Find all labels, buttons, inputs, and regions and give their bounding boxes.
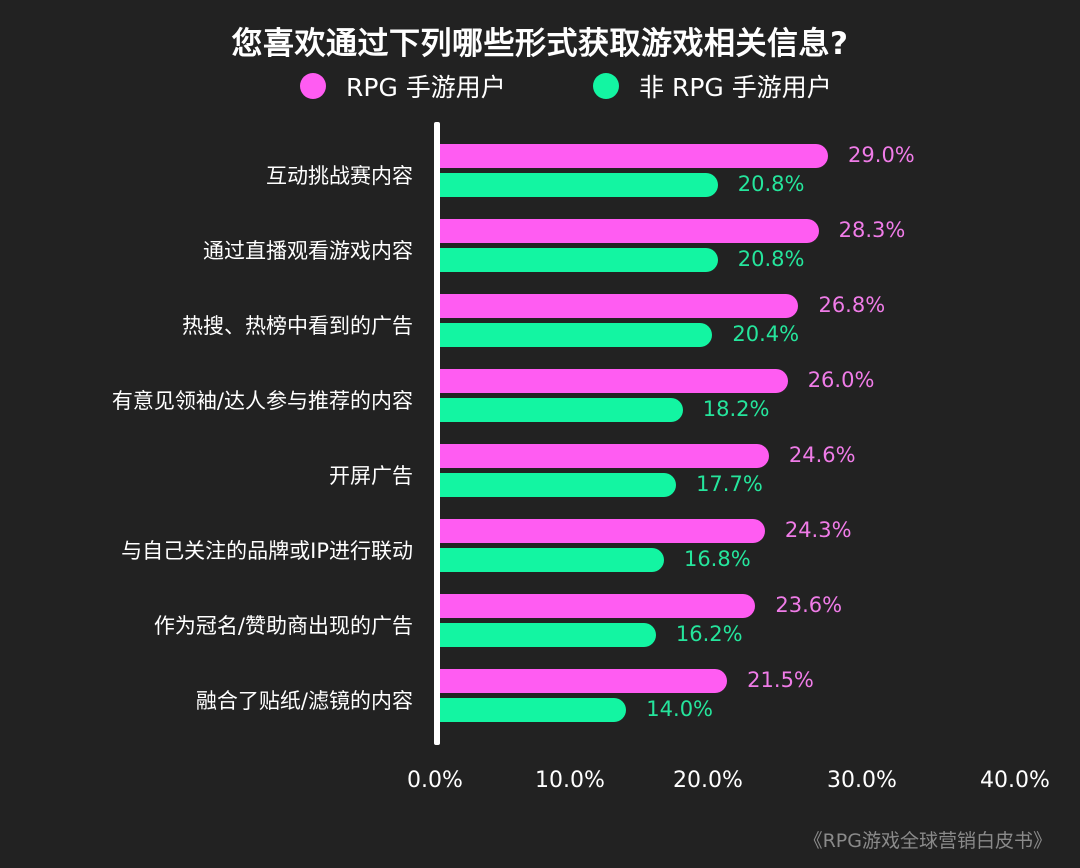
value-label-rpg: 24.6% [788,443,856,467]
bar-row: 作为冠名/赞助商出现的广告 23.6% 16.2% [0,593,1080,654]
category-label: 开屏广告 [329,464,413,488]
value-label-non-rpg: 20.4% [732,322,800,346]
value-label-rpg: 21.5% [747,668,814,692]
value-label-non-rpg: 17.7% [696,472,763,496]
value-label-non-rpg: 18.2% [702,397,770,421]
chart-title: 您喜欢通过下列哪些形式获取游戏相关信息? [231,26,849,62]
legend-dot-rpg-icon [300,73,326,99]
value-label-rpg: 26.0% [807,368,875,392]
legend-item-rpg: RPG 手游用户 [300,68,506,104]
bar-non-rpg [438,323,713,347]
legend-label-non-rpg: 非 RPG 手游用户 [639,73,832,102]
bar-non-rpg [438,623,656,647]
bar-row: 热搜、热榜中看到的广告 26.8% 20.4% [0,293,1080,354]
bar-non-rpg [438,548,664,572]
category-label: 热搜、热榜中看到的广告 [182,314,413,338]
value-label-non-rpg: 16.2% [675,622,743,646]
x-tick-label: 0.0% [407,768,463,793]
category-label: 互动挑战赛内容 [266,164,413,188]
category-label: 有意见领袖/达人参与推荐的内容 [111,389,413,413]
category-label: 与自己关注的品牌或IP进行联动 [121,539,413,563]
bar-row: 有意见领袖/达人参与推荐的内容 26.0% 18.2% [0,368,1080,429]
bar-non-rpg [438,173,718,197]
bar-non-rpg [438,698,627,722]
bar-rpg [438,369,788,393]
value-label-rpg: 28.3% [838,218,906,242]
bar-row: 互动挑战赛内容 29.0% 20.8% [0,143,1080,204]
bar-rpg [438,519,765,543]
legend-dot-non-rpg-icon [593,73,619,99]
bar-rpg [438,144,829,168]
legend-item-non-rpg: 非 RPG 手游用户 [593,68,832,104]
bar-row: 与自己关注的品牌或IP进行联动 24.3% 16.8% [0,518,1080,579]
value-label-non-rpg: 20.8% [737,172,805,196]
bar-rpg [438,669,728,693]
value-label-non-rpg: 16.8% [683,547,751,571]
bar-rpg [438,294,799,318]
bar-non-rpg [438,473,677,497]
x-tick-label: 30.0% [827,768,897,793]
bar-non-rpg [438,248,718,272]
category-label: 通过直播观看游戏内容 [203,239,413,263]
bar-non-rpg [438,398,683,422]
bar-rpg [438,594,756,618]
y-axis-line [434,122,440,745]
value-label-non-rpg: 14.0% [646,697,714,721]
value-label-rpg: 26.8% [818,293,886,317]
source-caption: 《RPG游戏全球营销白皮书》 [803,830,1052,852]
value-label-non-rpg: 20.8% [737,247,805,271]
category-label: 作为冠名/赞助商出现的广告 [153,614,413,638]
x-tick-label: 20.0% [673,768,743,793]
x-tick-label: 10.0% [535,768,605,793]
category-label: 融合了贴纸/滤镜的内容 [195,689,413,713]
bar-row: 通过直播观看游戏内容 28.3% 20.8% [0,218,1080,279]
bar-rpg [438,219,819,243]
value-label-rpg: 29.0% [848,143,915,167]
bar-row: 融合了贴纸/滤镜的内容 21.5% 14.0% [0,668,1080,729]
legend-label-rpg: RPG 手游用户 [346,73,506,102]
legend: RPG 手游用户 非 RPG 手游用户 [0,62,1080,106]
value-label-rpg: 23.6% [775,593,843,617]
value-label-rpg: 24.3% [784,518,852,542]
bar-rpg [438,444,769,468]
x-tick-label: 40.0% [980,768,1050,793]
bar-row: 开屏广告 24.6% 17.7% [0,443,1080,504]
